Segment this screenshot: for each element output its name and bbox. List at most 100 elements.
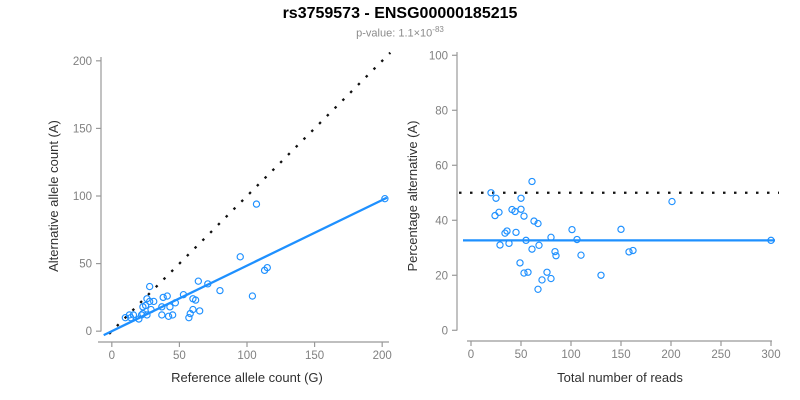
y-tick-label: 150 [73,123,92,135]
data-point [516,259,524,267]
data-point [137,311,146,319]
data-point [534,219,542,228]
y-tick-label: 100 [429,50,448,62]
data-point [129,311,138,319]
x-tick-label: 250 [711,349,730,361]
data-point [535,241,543,249]
data-point [501,229,509,237]
data-point [263,263,271,272]
data-point [185,313,193,322]
data-point [491,211,499,220]
data-point [159,293,167,302]
data-point [524,268,532,276]
data-point [512,228,520,237]
data-point [204,280,212,288]
data-point [505,239,513,248]
data-point [248,292,257,300]
left-panel-x-axis-title: Reference allele count (G) [171,370,323,385]
data-point [252,200,261,208]
data-point [573,235,581,244]
data-point [141,301,150,310]
y-tick-label: 0 [442,325,448,337]
y-tick-label: 0 [86,326,92,338]
data-point [668,197,676,206]
x-tick-label: 50 [515,349,528,361]
x-tick-label: 100 [237,350,256,362]
data-point [158,311,166,319]
data-point [496,241,504,249]
data-point [517,205,525,213]
data-point [196,307,204,315]
data-point [158,303,166,311]
data-point [520,269,528,277]
x-tick-label: 0 [109,350,115,362]
data-point [517,194,525,202]
x-tick-label: 200 [661,349,680,361]
y-tick-label: 40 [435,215,448,227]
data-point [189,305,197,314]
y-tick-label: 60 [435,160,448,172]
data-point [495,208,503,216]
data-point [538,276,546,284]
data-point [143,295,151,303]
data-point [547,274,555,283]
data-point [145,282,154,291]
data-point [381,195,389,203]
data-point [520,212,528,220]
x-tick-label: 150 [305,350,324,362]
data-point [194,277,203,285]
x-tick-label: 300 [761,349,780,361]
data-point [179,291,188,299]
data-point [577,251,585,259]
y-tick-label: 20 [435,270,448,282]
data-point [164,312,173,320]
data-point [528,245,536,253]
data-point [597,271,605,279]
figure-title: rs3759573 - ENSG00000185215 [282,5,518,22]
left-panel-y-axis-title: Alternative allele count (A) [46,120,61,272]
data-point [534,285,542,293]
right-panel-x-axis-title: Total number of reads [557,370,683,385]
y-tick-label: 200 [73,56,92,68]
data-point [552,252,560,260]
data-point [568,225,576,234]
data-point [216,286,224,295]
right-panel-percentage: 0 50 100 150 200 250 300 0 20 40 60 80 100 [429,50,781,361]
data-point [625,248,633,256]
data-point [528,177,536,186]
right-panel-y-axis-title: Percentage alternative (A) [405,120,420,271]
y-tick-label: 50 [79,259,92,271]
y-tick-label: 80 [435,105,448,117]
data-point [492,194,500,202]
data-point [487,189,495,197]
x-tick-label: 0 [468,349,474,361]
data-point [236,253,244,261]
x-tick-label: 100 [561,349,580,361]
identity-line [108,51,392,335]
pvalue-exponent: -83 [432,25,444,34]
left-panel-allele-counts: 0 50 100 150 200 0 50 100 150 200 [73,51,392,362]
data-point [168,311,177,319]
data-point [191,296,200,304]
data-point [150,297,158,306]
x-tick-label: 50 [173,350,186,362]
data-point [547,233,555,241]
data-point [147,305,155,314]
x-tick-label: 150 [611,349,630,361]
data-point [543,268,551,276]
data-point [617,225,625,234]
data-point [143,311,151,319]
data-point [629,246,637,255]
data-point [163,292,171,300]
y-tick-label: 100 [73,191,92,203]
data-point [522,236,530,245]
figure-subtitle: p-value: 1.1×10-83 [0,25,800,40]
x-tick-label: 200 [373,350,392,362]
data-point [551,247,559,256]
pvalue-text: p-value: 1.1×10 [356,27,433,40]
data-point [166,303,174,311]
data-point [767,236,775,245]
data-point [171,299,180,307]
